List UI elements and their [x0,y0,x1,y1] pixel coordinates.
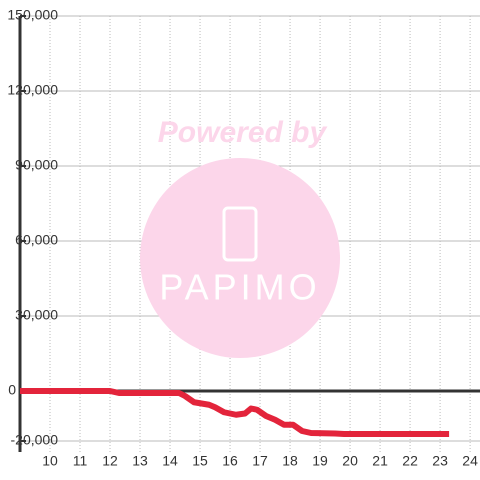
x-tick-label: 11 [73,453,88,469]
x-tick-label: 23 [432,453,448,469]
y-tick-label: 0 [8,382,16,398]
line-series [20,388,450,437]
x-tick-label: 13 [132,453,148,469]
y-tick-label: 60,000 [15,232,58,248]
y-tick-label: 30,000 [15,307,58,323]
watermark-circle [140,158,340,358]
x-tick-label: 10 [42,453,58,469]
watermark-text: Powered by [158,116,328,149]
x-tick-label: 15 [192,453,208,469]
x-tick-label: 18 [282,453,298,469]
x-tick-label: 16 [222,453,238,469]
x-tick-label: 17 [252,453,268,469]
y-tick-label: 120,000 [7,82,58,98]
x-tick-label: 14 [162,453,178,469]
y-tick-label: 150,000 [7,7,58,23]
x-tick-label: 19 [312,453,328,469]
watermark-icon [222,206,258,262]
x-tick-label: 24 [462,453,478,469]
x-tick-label: 12 [102,453,118,469]
watermark-text: PAPIMO [159,267,320,308]
x-tick-label: 20 [342,453,358,469]
x-tick-label: 22 [402,453,418,469]
x-tick-label: 21 [372,453,388,469]
y-tick-label: 90,000 [15,157,58,173]
y-tick-label: -20,000 [11,432,59,448]
watermark: Powered by PAPIMO [140,116,340,358]
